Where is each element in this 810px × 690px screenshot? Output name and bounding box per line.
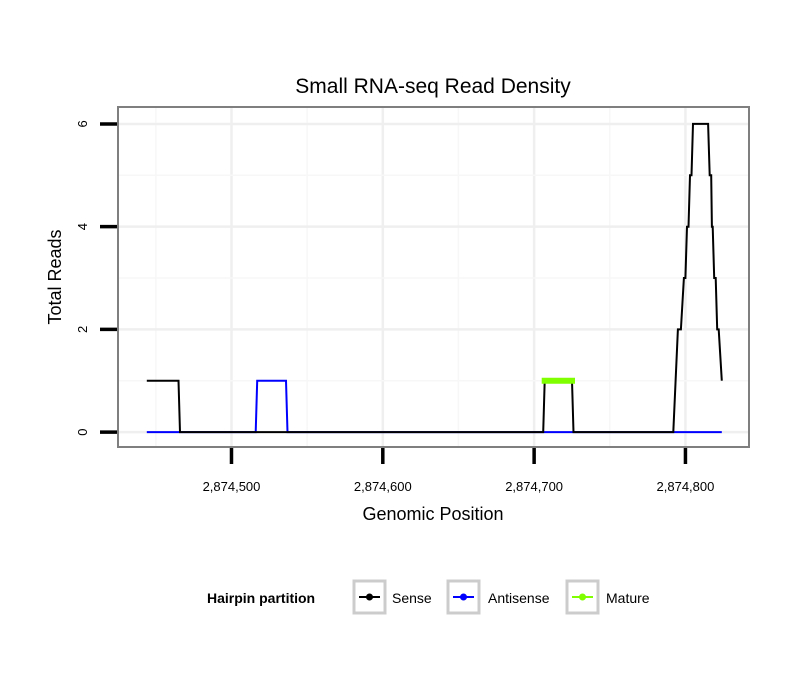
x-tick-label: 2,874,700 — [505, 479, 563, 494]
y-axis-label: Total Reads — [45, 229, 65, 324]
legend-label: Mature — [606, 590, 650, 606]
x-tick-label: 2,874,500 — [203, 479, 261, 494]
legend-key-point — [460, 593, 467, 601]
series-line-antisense — [146, 379, 722, 434]
axes: 2,874,500 2,874,600 2,874,700 2,874,800 0 2 4 6 — [75, 120, 714, 494]
y-tick-label: 4 — [75, 223, 90, 230]
series-layer — [146, 122, 723, 434]
legend-label: Antisense — [488, 590, 550, 606]
x-tick-label: 2,874,800 — [657, 479, 715, 494]
panel-border — [117, 106, 750, 448]
chart-title: Small RNA-seq Read Density — [295, 75, 571, 98]
legend: Hairpin partition Sense Antisense Mature — [207, 579, 650, 615]
y-tick-label: 6 — [75, 120, 90, 127]
legend-item-sense: Sense — [352, 579, 432, 615]
x-axis-label: Genomic Position — [362, 504, 503, 524]
legend-item-mature: Mature — [565, 579, 650, 615]
legend-key-point — [579, 593, 586, 601]
y-tick-label: 2 — [75, 326, 90, 333]
legend-item-antisense: Antisense — [446, 579, 550, 615]
legend-label: Sense — [392, 590, 432, 606]
legend-title: Hairpin partition — [207, 590, 315, 606]
x-tick-label: 2,874,600 — [354, 479, 412, 494]
legend-key-point — [366, 593, 373, 601]
grid — [118, 107, 749, 447]
y-tick-label: 0 — [75, 428, 90, 435]
